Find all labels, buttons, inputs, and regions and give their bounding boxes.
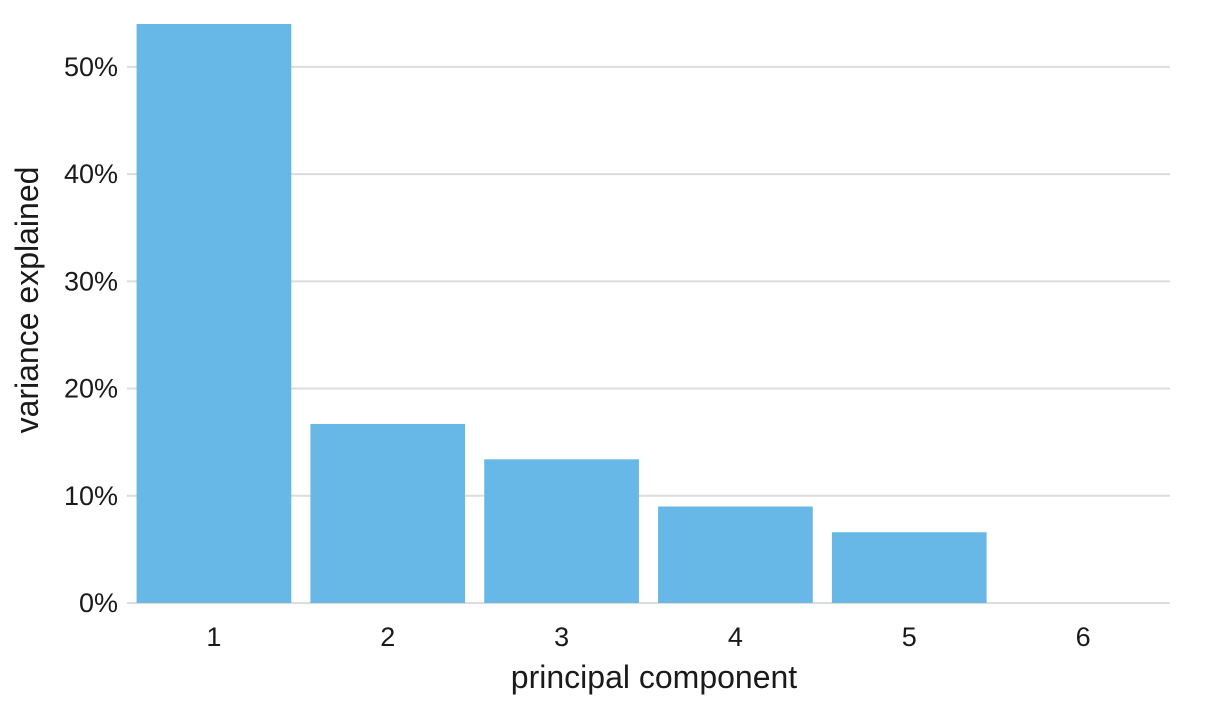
x-tick-labels: 1 2 3 4 5 6 [206,622,1090,652]
y-tick-label: 0% [79,588,118,618]
x-tick-label: 4 [728,622,743,652]
y-tick-label: 40% [64,159,118,189]
gridlines [127,65,1170,604]
x-axis-title: principal component [511,659,798,695]
bar-component-1 [136,24,292,603]
bar-component-2 [310,423,466,603]
y-axis-title: variance explained [9,167,45,434]
x-tick-label: 6 [1076,622,1091,652]
bar-component-4 [658,506,813,603]
bars [136,24,987,603]
bar-component-3 [484,459,639,603]
y-tick-label: 50% [64,52,118,82]
y-tick-label: 10% [64,481,118,511]
x-tick-label: 3 [554,622,569,652]
bar-component-5 [831,532,987,603]
y-tick-labels: 0% 10% 20% 30% 40% 50% [64,52,118,618]
y-tick-label: 30% [64,266,118,296]
x-tick-label: 5 [902,622,917,652]
x-tick-label: 1 [206,622,221,652]
y-tick-label: 20% [64,374,118,404]
x-tick-label: 2 [380,622,395,652]
